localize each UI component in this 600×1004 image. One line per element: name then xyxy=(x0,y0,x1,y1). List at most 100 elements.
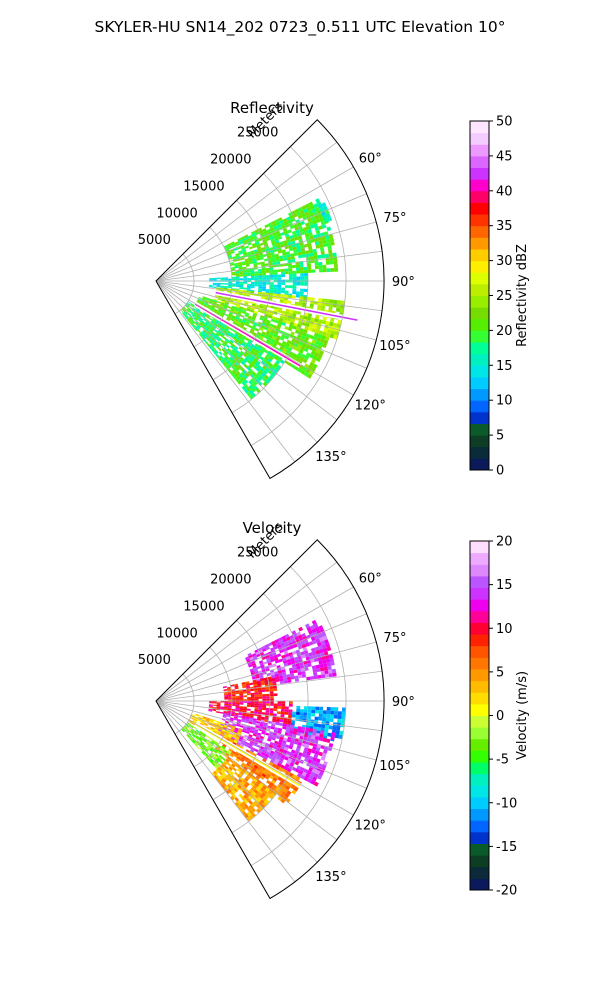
data-cell xyxy=(284,763,290,768)
data-cell xyxy=(249,782,255,787)
data-cell xyxy=(261,292,266,295)
data-cell xyxy=(269,287,274,290)
data-cell xyxy=(251,371,257,376)
data-cell xyxy=(219,775,224,780)
data-cell xyxy=(234,266,239,269)
data-cell xyxy=(253,764,259,769)
data-cell xyxy=(243,274,248,277)
data-cell xyxy=(300,220,305,226)
data-cell xyxy=(281,708,285,712)
data-cell xyxy=(207,745,212,749)
data-cell xyxy=(199,322,204,326)
data-cell xyxy=(239,782,244,788)
data-cell xyxy=(231,704,236,706)
colorbar-tick-label: 15 xyxy=(496,359,513,374)
data-cell xyxy=(254,690,259,693)
data-cell xyxy=(227,244,232,248)
data-cell xyxy=(323,666,328,671)
data-cell xyxy=(237,300,242,303)
data-cell xyxy=(238,265,243,268)
data-cell xyxy=(256,766,262,772)
data-cell xyxy=(280,222,285,227)
data-cell xyxy=(266,657,271,662)
data-cell xyxy=(240,323,245,327)
data-cell xyxy=(274,774,279,780)
data-cell xyxy=(241,716,246,719)
data-cell xyxy=(297,645,303,650)
data-cell xyxy=(212,709,217,712)
data-cell xyxy=(211,746,216,750)
data-cell xyxy=(238,766,243,771)
data-cell xyxy=(201,734,205,739)
data-cell xyxy=(315,732,320,737)
data-cell xyxy=(281,706,286,710)
data-cell xyxy=(231,696,236,698)
data-cell xyxy=(272,734,277,739)
data-cell xyxy=(228,246,233,250)
data-cell xyxy=(300,247,305,252)
data-cell xyxy=(190,717,194,720)
data-cell xyxy=(301,633,306,638)
data-cell xyxy=(230,307,235,311)
data-cell xyxy=(280,798,286,804)
colorbar-segment xyxy=(470,773,489,786)
data-cell xyxy=(250,286,255,289)
data-cell xyxy=(263,253,268,257)
data-cell xyxy=(275,641,281,646)
data-cell xyxy=(205,315,210,319)
data-cell xyxy=(270,338,276,343)
data-cell xyxy=(216,778,221,783)
data-cell xyxy=(300,335,306,340)
data-cell xyxy=(287,229,292,234)
data-cell xyxy=(252,766,257,772)
data-cell xyxy=(210,348,215,353)
data-cell xyxy=(222,744,227,748)
colorbar-segment xyxy=(470,330,489,343)
data-cell xyxy=(248,257,253,261)
data-cell xyxy=(296,708,301,713)
data-cell xyxy=(314,761,320,767)
data-cell xyxy=(282,749,288,754)
data-cell xyxy=(332,672,337,677)
data-cell xyxy=(254,373,260,379)
data-cell xyxy=(245,731,250,735)
data-cell xyxy=(266,693,270,697)
data-cell xyxy=(251,242,257,247)
data-cell xyxy=(230,332,235,337)
data-cell xyxy=(220,769,225,774)
data-cell xyxy=(322,343,327,349)
data-cell xyxy=(273,703,278,707)
data-cell xyxy=(306,676,311,681)
data-cell xyxy=(248,234,253,239)
data-cell xyxy=(256,360,261,366)
data-cell xyxy=(229,753,234,758)
data-cell xyxy=(196,308,201,312)
data-cell xyxy=(272,324,278,329)
data-cell xyxy=(253,667,258,671)
data-cell xyxy=(296,732,301,736)
data-cell xyxy=(233,716,238,719)
data-cell xyxy=(228,702,232,705)
data-cell xyxy=(266,703,270,706)
data-cell xyxy=(275,746,281,751)
data-cell xyxy=(250,231,256,235)
data-cell xyxy=(246,693,251,696)
data-cell xyxy=(252,720,257,723)
data-cell xyxy=(261,773,267,778)
colorbar-tick-label: 10 xyxy=(496,622,513,637)
data-cell xyxy=(203,323,208,328)
data-cell xyxy=(313,332,319,338)
azimuth-spoke xyxy=(155,641,377,702)
data-cell xyxy=(213,702,217,704)
data-cell xyxy=(303,733,309,738)
data-cell xyxy=(218,307,223,311)
data-cell xyxy=(250,343,255,348)
data-cell xyxy=(296,311,301,315)
data-cell xyxy=(267,755,273,760)
data-cell xyxy=(317,723,322,728)
data-cell xyxy=(254,694,259,697)
data-cell xyxy=(314,626,320,632)
data-cell xyxy=(299,291,304,295)
data-cell xyxy=(193,718,198,721)
data-cell xyxy=(265,689,270,692)
